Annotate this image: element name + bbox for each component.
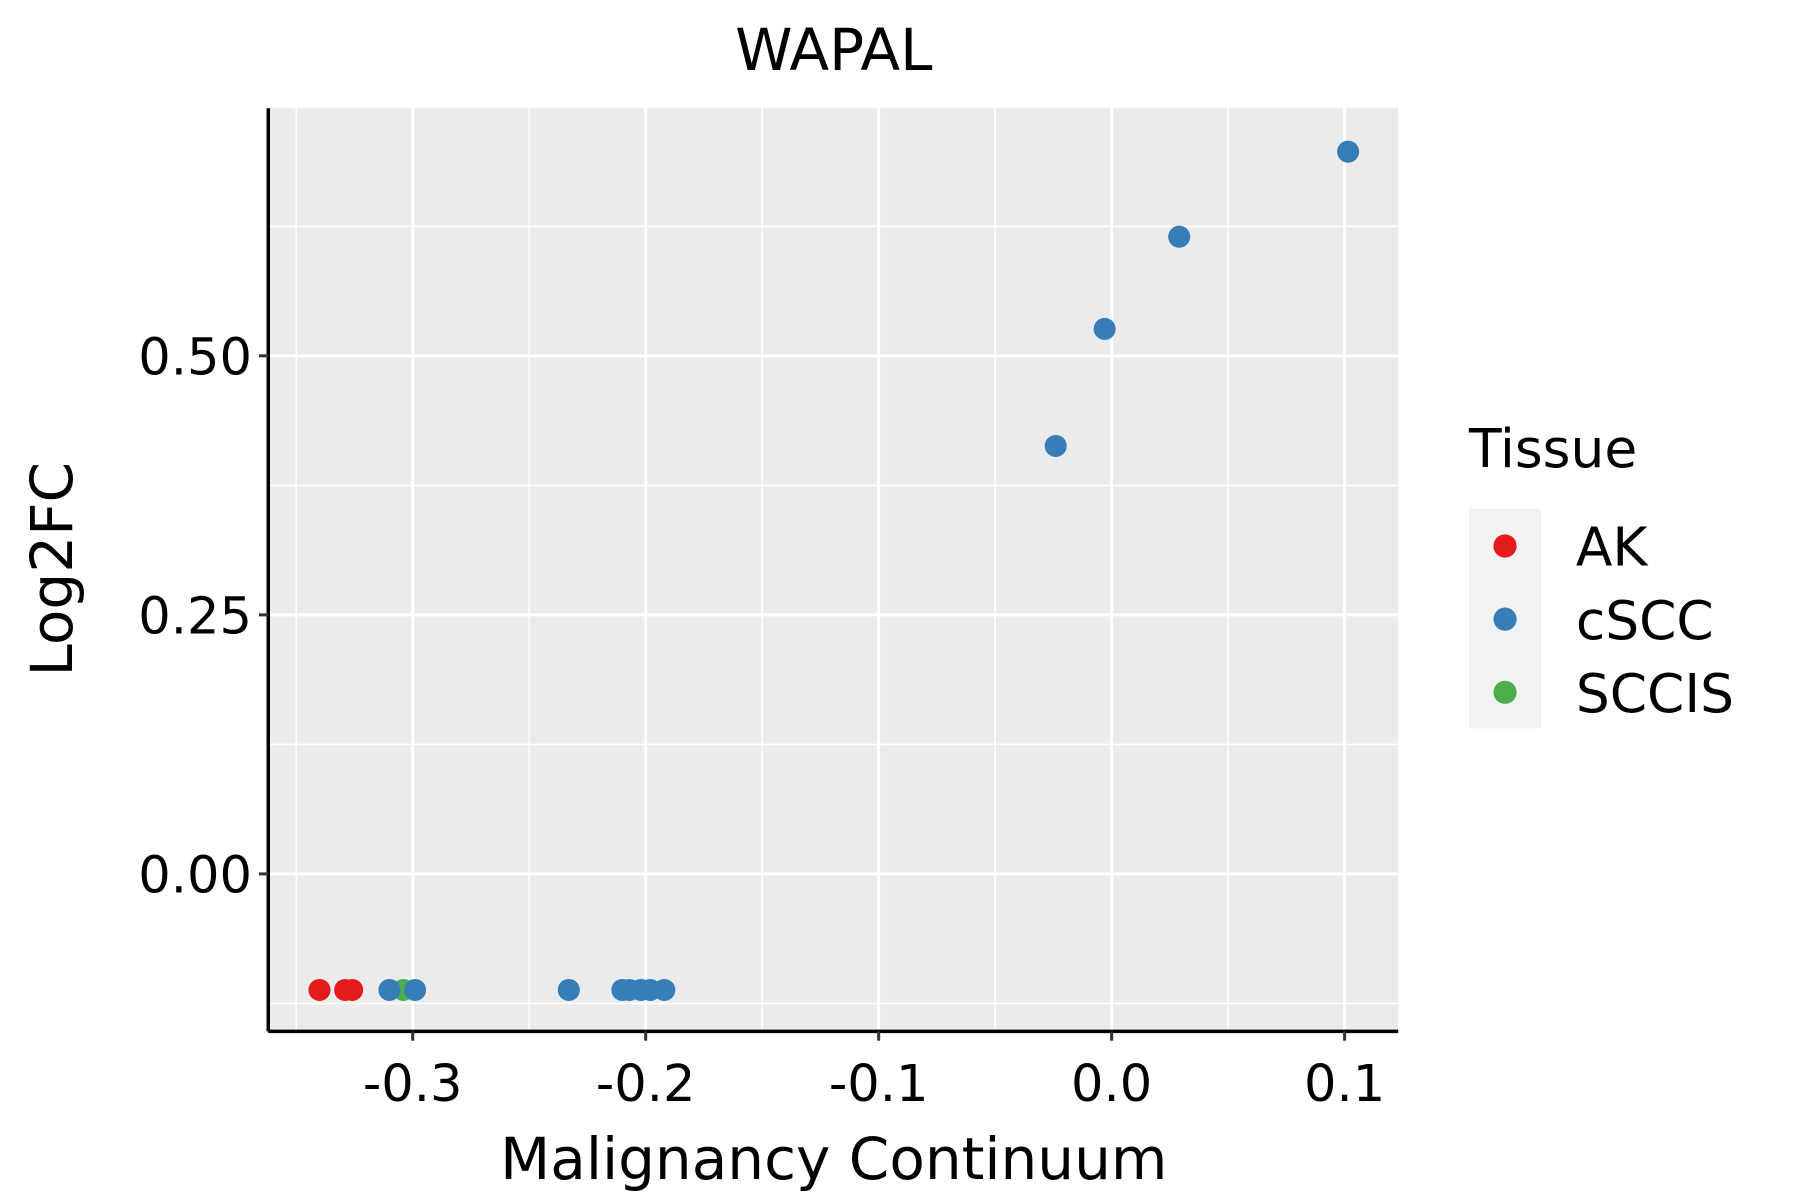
- x-axis-ticks: -0.3 -0.2 -0.1 0.0 0.1: [363, 1031, 1385, 1114]
- x-tick-label: -0.1: [829, 1055, 929, 1114]
- legend-label-sccis: SCCIS: [1576, 662, 1734, 725]
- grid-lines: [268, 108, 1399, 1032]
- data-point-cscc: [557, 978, 580, 1002]
- data-point-ak: [308, 978, 331, 1002]
- data-points: [308, 140, 1360, 1002]
- chart-title: WAPAL: [735, 16, 933, 84]
- y-axis-label: Log2FC: [18, 462, 86, 677]
- data-point-cscc: [1337, 140, 1360, 163]
- x-axis-label: Malignancy Continuum: [500, 1125, 1167, 1193]
- data-point-cscc: [404, 978, 427, 1002]
- legend-title: Tissue: [1468, 417, 1637, 480]
- plot-panel: [268, 108, 1399, 1032]
- data-point-cscc: [1168, 225, 1191, 248]
- legend-label-ak: AK: [1576, 516, 1650, 579]
- data-point-cscc: [653, 978, 676, 1002]
- legend-key-ak: [1493, 534, 1517, 558]
- data-point-cscc: [1044, 434, 1067, 458]
- x-tick-label: 0.0: [1071, 1055, 1152, 1114]
- y-axis-ticks: 0.00 0.25 0.50: [138, 328, 269, 906]
- x-tick-label: 0.1: [1304, 1055, 1385, 1114]
- legend-key-sccis: [1493, 680, 1517, 704]
- y-tick-label: 0.25: [138, 587, 252, 646]
- data-point-cscc: [378, 978, 401, 1002]
- legend-key-cscc: [1493, 607, 1517, 631]
- y-tick-label: 0.50: [138, 328, 252, 387]
- legend: Tissue AK cSCC SCCIS: [1468, 417, 1734, 729]
- x-tick-label: -0.3: [363, 1055, 463, 1114]
- x-tick-label: -0.2: [596, 1055, 696, 1114]
- data-point-ak: [341, 978, 364, 1002]
- legend-label-cscc: cSCC: [1576, 589, 1714, 652]
- data-point-cscc: [1093, 317, 1116, 340]
- y-tick-label: 0.00: [138, 847, 252, 906]
